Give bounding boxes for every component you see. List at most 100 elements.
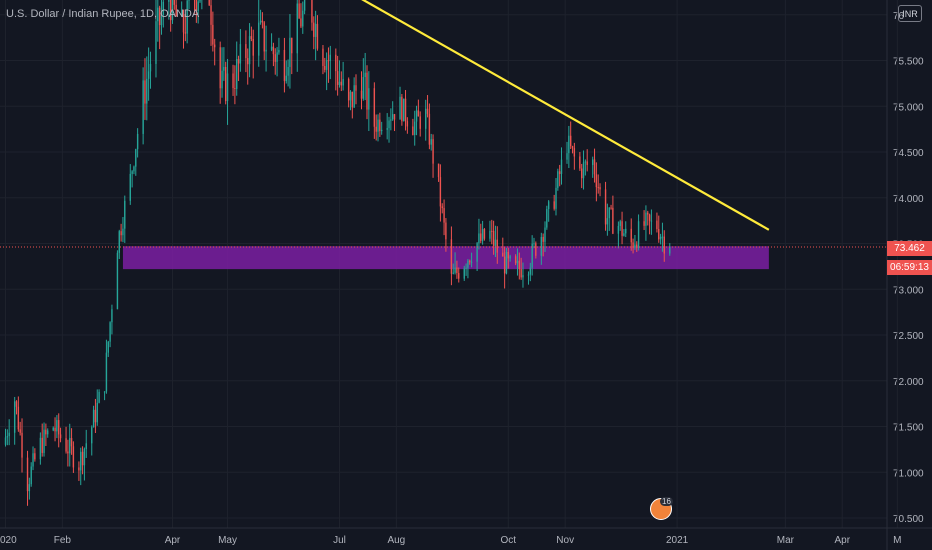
candle-body (131, 171, 133, 174)
candle-body (661, 236, 664, 238)
candle-body (91, 427, 93, 444)
candle-body (335, 54, 337, 72)
candle-body (439, 177, 442, 207)
candle-body (621, 221, 623, 236)
candle-body (351, 91, 354, 108)
candle-body (324, 66, 326, 70)
x-tick-label: 2020 (0, 535, 17, 546)
candle-body (481, 229, 484, 241)
candle-body (81, 451, 84, 466)
candle-body (430, 139, 432, 145)
candle-body (456, 267, 458, 274)
candle-body (34, 453, 36, 460)
candle-body (135, 149, 137, 167)
candle-body (258, 22, 260, 56)
candle-body (437, 163, 440, 178)
x-tick-label: Apr (165, 535, 181, 546)
candle-body (45, 429, 47, 435)
candle-body (265, 49, 267, 52)
candle-body (47, 430, 49, 435)
candle-body (419, 116, 421, 129)
candle-body (452, 272, 454, 274)
candle-body (175, 4, 177, 17)
candle-body (285, 75, 287, 82)
candle-body (470, 261, 473, 263)
candle-body (580, 168, 583, 179)
candle-body (454, 267, 456, 273)
y-tick-label: 73.000 (893, 285, 924, 296)
x-tick-label: Aug (387, 535, 405, 546)
candle-body (85, 443, 87, 449)
candle-body (544, 227, 546, 242)
y-tick-label: 71.500 (893, 423, 924, 434)
candle-body (658, 229, 660, 240)
candle-body (417, 110, 420, 117)
y-tick-label: 71.000 (893, 468, 924, 479)
x-tick-label: Nov (556, 535, 574, 546)
candle-body (316, 23, 319, 49)
candle-body (186, 0, 188, 34)
candle-body (303, 0, 306, 11)
candle-body (4, 437, 7, 445)
candle-body (463, 268, 465, 279)
candle-body (373, 88, 376, 127)
support-zone (122, 246, 769, 270)
candle-body (656, 220, 658, 230)
candle-body (302, 10, 304, 27)
candle-body (625, 228, 627, 234)
y-tick-label: 72.000 (893, 377, 924, 388)
candle-body (155, 21, 157, 64)
candle-body (232, 73, 234, 89)
candle-body (566, 153, 568, 160)
candle-body (210, 5, 212, 25)
candle-body (391, 114, 394, 120)
last-price-label: 73.462 (887, 241, 932, 256)
candle-body (158, 7, 161, 26)
x-tick-label: Mar (777, 535, 795, 546)
candle-body (634, 244, 636, 248)
candle-body (467, 260, 469, 268)
candle-body (388, 120, 390, 129)
candle-body (426, 108, 429, 114)
candle-body (531, 243, 533, 268)
x-tick-label: Oct (501, 535, 517, 546)
candle-body (632, 242, 634, 248)
candle-body (162, 1, 165, 16)
candle-body (8, 432, 10, 437)
candle-body (648, 214, 651, 221)
candle-body (669, 246, 671, 254)
candle-body (606, 218, 609, 225)
notification-count-badge[interactable]: 16 (660, 497, 673, 506)
candle-body (347, 79, 350, 101)
candle-body (237, 59, 240, 64)
candle-body (527, 274, 530, 276)
candle-body (160, 15, 163, 26)
candle-body (283, 49, 286, 82)
candle-body (636, 244, 638, 248)
candle-body (441, 206, 443, 209)
candle-body (522, 275, 524, 278)
candle-body (494, 239, 497, 246)
candle-body (21, 432, 23, 458)
candle-body (69, 438, 71, 454)
candle-body (478, 233, 480, 244)
y-tick-label: 72.500 (893, 331, 924, 342)
candle-body (311, 0, 313, 23)
candle-body (199, 0, 201, 2)
candle-body (197, 1, 199, 11)
candle-body (274, 54, 276, 62)
candle-body (32, 453, 34, 467)
candle-body (58, 420, 60, 435)
candle-body (103, 391, 106, 393)
candle-body (147, 71, 150, 79)
candle-body (364, 72, 366, 78)
candle-body (514, 256, 517, 264)
candle-body (289, 37, 291, 67)
candle-body (496, 239, 498, 253)
candle-body (144, 80, 146, 104)
candle-body (129, 173, 131, 201)
candle-body (379, 119, 381, 132)
currency-badge[interactable]: INR (898, 5, 922, 22)
candle-body (340, 81, 343, 86)
